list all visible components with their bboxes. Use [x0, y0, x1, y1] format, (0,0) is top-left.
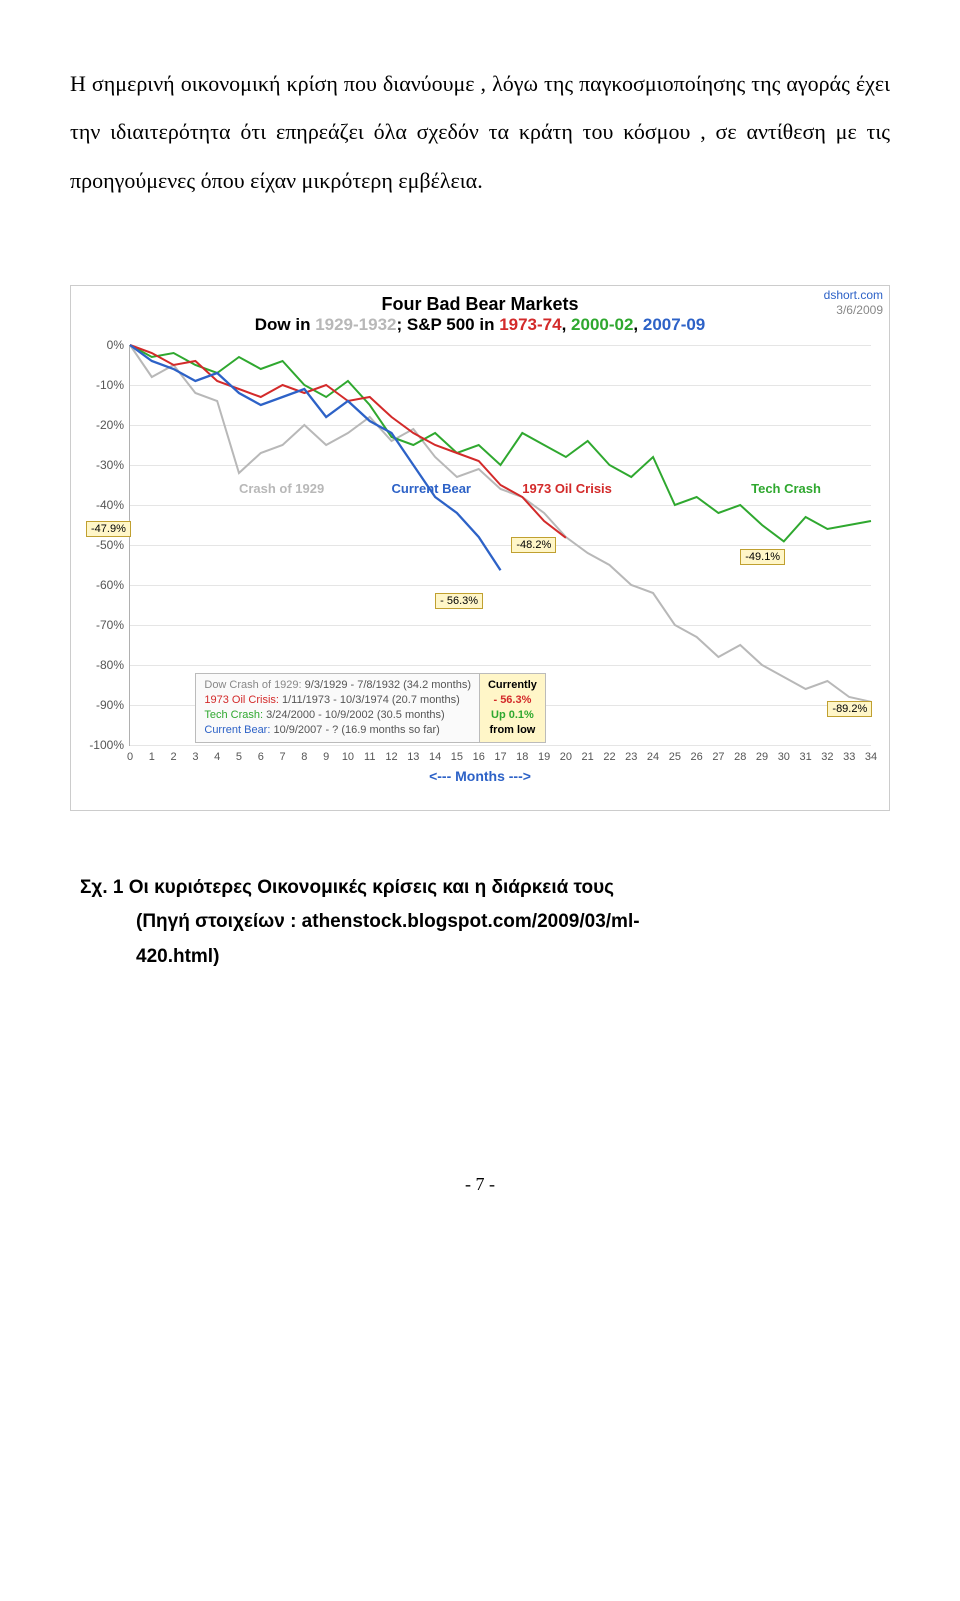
- series-label: 1973 Oil Crisis: [522, 481, 612, 496]
- y-tick-label: -10%: [86, 378, 124, 392]
- page-number: - 7 -: [70, 1174, 890, 1195]
- y-tick-label: -70%: [86, 618, 124, 632]
- y-tick-label: -40%: [86, 498, 124, 512]
- series-label: Crash of 1929: [239, 481, 324, 496]
- x-tick-label: 1: [149, 751, 155, 763]
- x-tick-label: 13: [407, 751, 419, 763]
- x-tick-label: 17: [494, 751, 506, 763]
- y-tick-label: -50%: [86, 538, 124, 552]
- value-badge: -49.1%: [740, 549, 785, 565]
- value-badge: -48.2%: [511, 537, 556, 553]
- y-tick-label: -20%: [86, 418, 124, 432]
- x-tick-label: 7: [279, 751, 285, 763]
- x-tick-label: 30: [778, 751, 790, 763]
- x-tick-label: 8: [301, 751, 307, 763]
- x-tick-label: 25: [669, 751, 681, 763]
- x-tick-label: 15: [451, 751, 463, 763]
- y-tick-label: -80%: [86, 658, 124, 672]
- body-paragraph: Η σημερινή οικονομική κρίση που διανύουμ…: [70, 60, 890, 205]
- x-tick-label: 20: [560, 751, 572, 763]
- x-tick-label: 14: [429, 751, 441, 763]
- value-badge: -47.9%: [86, 521, 131, 537]
- x-tick-label: 4: [214, 751, 220, 763]
- chart-subtitle: Dow in 1929-1932; S&P 500 in 1973-74, 20…: [81, 315, 879, 335]
- x-tick-label: 19: [538, 751, 550, 763]
- x-tick-label: 12: [385, 751, 397, 763]
- x-tick-label: 22: [603, 751, 615, 763]
- y-tick-label: -90%: [86, 698, 124, 712]
- value-badge: - 56.3%: [435, 593, 483, 609]
- figure-caption: Σχ. 1 Οι κυριότερες Οικονομικές κρίσεις …: [80, 871, 890, 974]
- x-tick-label: 26: [691, 751, 703, 763]
- x-tick-label: 31: [799, 751, 811, 763]
- x-axis-title: <--- Months --->: [81, 768, 879, 784]
- x-tick-label: 34: [865, 751, 877, 763]
- y-tick-label: -60%: [86, 578, 124, 592]
- x-tick-label: 24: [647, 751, 659, 763]
- y-tick-label: -30%: [86, 458, 124, 472]
- plot-area: 0%-10%-20%-30%-40%-50%-60%-70%-80%-90%-1…: [129, 345, 871, 746]
- x-tick-label: 3: [192, 751, 198, 763]
- x-tick-label: 33: [843, 751, 855, 763]
- x-tick-label: 6: [258, 751, 264, 763]
- legend: Dow Crash of 1929: 9/3/1929 - 7/8/1932 (…: [195, 673, 546, 742]
- x-tick-label: 32: [821, 751, 833, 763]
- chart-container: dshort.com 3/6/2009 Four Bad Bear Market…: [70, 285, 890, 811]
- x-tick-label: 16: [473, 751, 485, 763]
- x-tick-label: 10: [342, 751, 354, 763]
- y-tick-label: -100%: [86, 738, 124, 752]
- x-tick-label: 11: [364, 751, 375, 763]
- x-tick-label: 29: [756, 751, 768, 763]
- chart-title: Four Bad Bear Markets: [81, 294, 879, 315]
- x-tick-label: 18: [516, 751, 528, 763]
- series-label: Current Bear: [392, 481, 471, 496]
- x-tick-label: 28: [734, 751, 746, 763]
- series-label: Tech Crash: [751, 481, 821, 496]
- x-tick-label: 0: [127, 751, 133, 763]
- x-tick-label: 2: [171, 751, 177, 763]
- x-tick-label: 5: [236, 751, 242, 763]
- x-tick-label: 23: [625, 751, 637, 763]
- value-badge: -89.2%: [827, 701, 872, 717]
- x-tick-label: 21: [582, 751, 594, 763]
- x-tick-label: 27: [712, 751, 724, 763]
- y-tick-label: 0%: [86, 338, 124, 352]
- x-tick-label: 9: [323, 751, 329, 763]
